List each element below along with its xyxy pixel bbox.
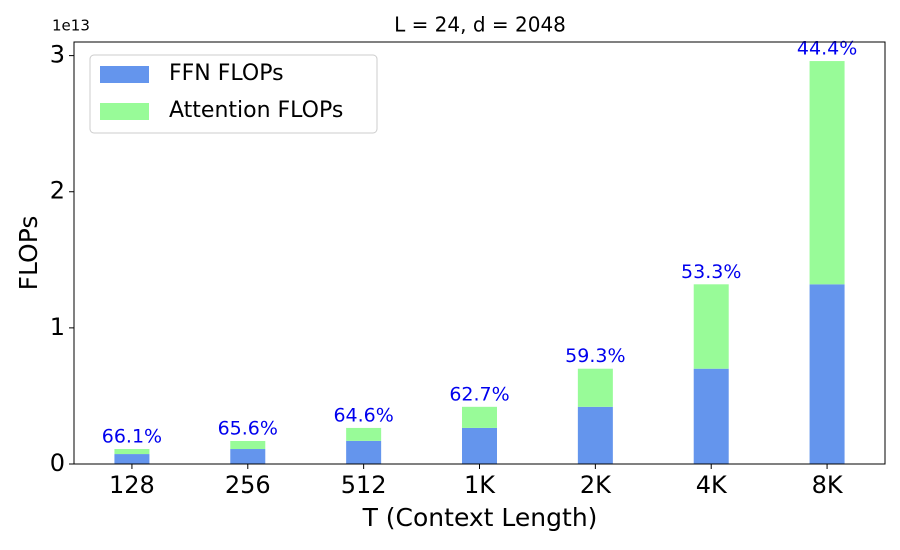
x-axis-label: T (Context Length) xyxy=(362,503,598,532)
plot-frame xyxy=(73,41,886,465)
bar-segment xyxy=(462,406,497,428)
bar-segment xyxy=(577,406,613,464)
bar-segment xyxy=(230,449,266,464)
bar-label: 62.7% xyxy=(449,383,509,405)
offset-label: 1e13 xyxy=(52,17,90,35)
x-tick-label: 512 xyxy=(341,471,387,499)
y-axis-label: FLOPs xyxy=(14,216,43,291)
chart-title: L = 24, d = 2048 xyxy=(394,13,566,37)
bar-segment xyxy=(809,284,845,464)
bar-segment xyxy=(346,427,382,441)
bar-segment xyxy=(577,368,613,407)
y-tick-label: 3 xyxy=(50,41,65,69)
bar-label: 64.6% xyxy=(333,404,393,426)
bar-label: 44.4% xyxy=(797,38,857,60)
bar-label: 65.6% xyxy=(218,417,278,439)
bar-segment xyxy=(346,440,382,464)
y-tick-label: 2 xyxy=(50,177,65,205)
bar-segment xyxy=(693,368,729,464)
legend-box xyxy=(89,54,378,134)
y-tick-label: 1 xyxy=(50,313,65,341)
bar-label: 59.3% xyxy=(565,345,625,367)
bar-segment xyxy=(230,440,266,450)
x-tick-label: 1K xyxy=(464,471,496,499)
legend-label: Attention FLOPs xyxy=(169,98,343,123)
bar-segment xyxy=(462,427,497,464)
x-tick-label: 256 xyxy=(225,471,271,499)
x-tick-label: 4K xyxy=(696,471,728,499)
bar-segment xyxy=(693,284,729,369)
bar-label: 66.1% xyxy=(102,426,162,448)
bar-label: 53.3% xyxy=(681,261,741,283)
x-tick-label: 128 xyxy=(109,471,155,499)
legend-swatch xyxy=(100,103,149,120)
bar-segment xyxy=(809,61,845,285)
bar-segment xyxy=(114,449,150,455)
x-tick-label: 2K xyxy=(580,471,612,499)
legend-label: FFN FLOPs xyxy=(169,61,284,86)
y-tick-label: 0 xyxy=(50,449,65,477)
x-tick-label: 8K xyxy=(812,471,844,499)
bar-segment xyxy=(114,454,150,464)
legend-swatch xyxy=(100,66,149,83)
